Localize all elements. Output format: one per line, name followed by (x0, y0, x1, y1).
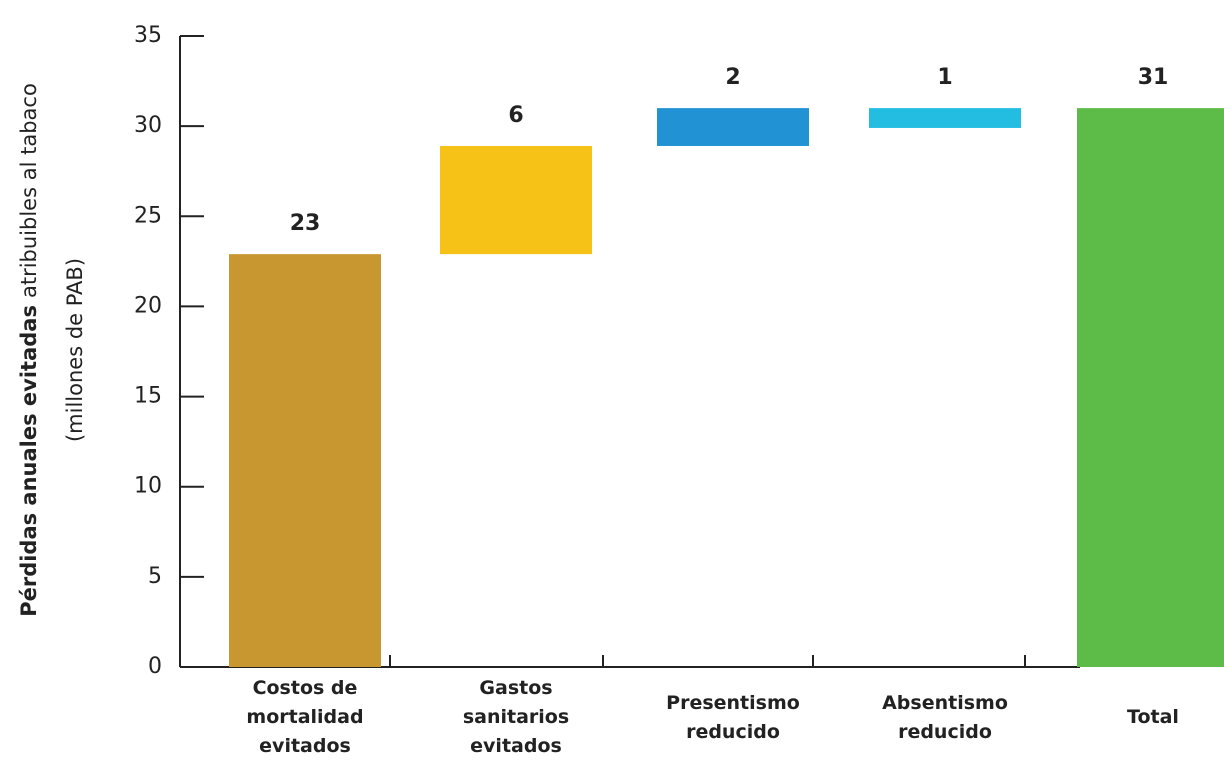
value-label: 6 (508, 103, 523, 128)
bar (1077, 108, 1224, 668)
bar (657, 108, 809, 146)
y-tick-label: 10 (134, 474, 162, 499)
x-tick-label: Presentismo reducido (666, 691, 800, 743)
y-tick-label: 0 (148, 654, 162, 679)
y-tick-label: 30 (134, 113, 162, 138)
x-tick-label: Absentismo reducido (882, 691, 1008, 743)
bar (440, 145, 592, 255)
x-tick-label: Total (1127, 706, 1179, 728)
value-label: 23 (290, 211, 321, 236)
y-tick-label: 5 (148, 564, 162, 589)
value-label: 1 (937, 65, 952, 90)
value-label: 31 (1138, 65, 1169, 90)
x-tick-label: Costos de mortalidad evitados (246, 677, 364, 757)
y-axis-label: Pérdidas anuales evitadas atribuibles al … (17, 83, 41, 617)
y-tick-label: 20 (134, 293, 162, 318)
y-label: atribuibles al tabaco (17, 83, 41, 298)
x-tick-label: Gastos sanitarios evitados (462, 677, 570, 757)
y-label-bold: Pérdidas anuales evitadas (17, 305, 41, 617)
y-tick-label: 15 (134, 384, 162, 409)
bar (229, 254, 381, 667)
y-tick-label: 35 (134, 23, 162, 48)
y-axis-label-line2: (millones de PAB) (63, 258, 87, 442)
value-label: 2 (725, 65, 740, 90)
y-tick-label: 25 (134, 203, 162, 228)
bar (869, 108, 1021, 128)
